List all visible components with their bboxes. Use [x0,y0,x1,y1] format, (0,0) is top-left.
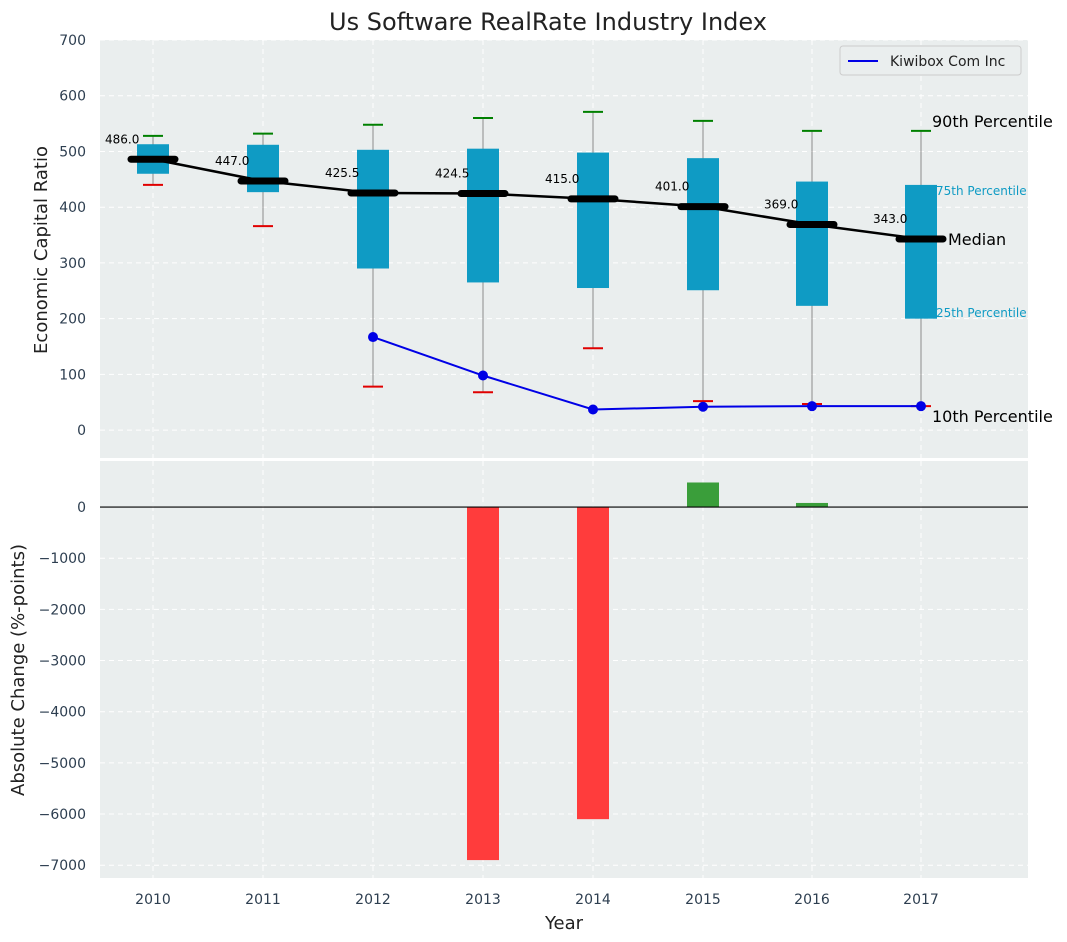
x-tick-label: 2016 [794,892,830,908]
annotation-10th-percentile: 10th Percentile [932,407,1053,426]
median-value-label: 424.5 [435,167,469,181]
y-axis-title-bottom: Absolute Change (%-points) [8,544,29,796]
annotation-25th-percentile: 25th Percentile [936,306,1027,320]
company-series [368,332,926,415]
company-series-point [368,332,378,343]
company-series-point [916,401,926,412]
annotation-median: Median [948,230,1006,249]
annotation-90th-percentile: 90th Percentile [932,112,1053,131]
change-bar [687,482,719,508]
y-tick-label-bottom: −5000 [39,756,86,772]
y-tick-label-top: 200 [59,312,86,328]
company-series-point [588,404,598,415]
y-tick-label-bottom: −6000 [39,807,86,823]
change-bar-panel: 0 −1000 −2000 −3000 −4000 −5000 −6000 −7000 201… [8,461,1028,934]
y-tick-label-top: 700 [59,33,86,49]
box-iqr [577,152,609,289]
median-trend: 486.0 447.0 425.5 424.5 415.0 401.0 369.0 343.0 [105,132,947,243]
box-iqr [905,184,937,319]
box-iqr [687,158,719,291]
percentile-annotations: 90th Percentile 75th Percentile Median 2… [932,112,1053,426]
legend-label: Kiwibox Com Inc [890,54,1005,70]
y-tick-label-top: 100 [59,367,86,383]
median-value-label: 486.0 [105,132,139,146]
median-value-label: 401.0 [655,180,689,194]
change-bar [796,502,828,508]
x-tick-label: 2017 [903,892,939,908]
bar-y-ticks: 0 −1000 −2000 −3000 −4000 −5000 −6000 −7000 [39,500,86,874]
median-value-label: 369.0 [764,197,798,211]
x-tick-label: 2010 [135,892,171,908]
chart-title: Us Software RealRate Industry Index [329,8,767,36]
boxplot-y-ticks: 0 100 200 300 400 500 600 700 [59,33,86,439]
y-tick-label-bottom: −4000 [39,705,86,721]
company-series-point [698,401,708,412]
x-tick-label: 2014 [575,892,611,908]
legend-box [839,45,1022,76]
boxplot-plot-area [100,40,1028,458]
change-bar [467,507,499,861]
y-tick-label-bottom: −2000 [39,602,86,618]
x-tick-label: 2013 [465,892,501,908]
y-tick-label-top: 0 [77,423,86,439]
y-tick-label-top: 500 [59,144,86,160]
y-tick-label-top: 300 [59,256,86,272]
bar-plot-area [100,461,1028,878]
y-tick-label-bottom: 0 [77,500,86,516]
median-value-label: 447.0 [215,154,249,168]
median-value-label: 343.0 [873,212,907,226]
y-tick-label-bottom: −7000 [39,858,86,874]
annotation-75th-percentile: 75th Percentile [936,184,1027,198]
y-tick-label-top: 400 [59,200,86,216]
legend: Kiwibox Com Inc [839,45,1022,76]
y-tick-label-bottom: −3000 [39,654,86,670]
boxplot-boxes [137,110,937,408]
box-iqr [247,144,279,193]
median-value-label: 415.0 [545,172,579,186]
median-value-label: 425.5 [325,166,359,180]
y-tick-label-bottom: −1000 [39,551,86,567]
box-iqr [467,148,499,283]
box-iqr [796,181,828,306]
change-bars [467,482,828,861]
company-series-line [372,336,921,411]
boxplot-panel: 0 100 200 300 400 500 600 700 486.0 447.0 425.5 42… [31,33,1053,458]
x-tick-label: 2012 [355,892,391,908]
x-ticks: 2010 2011 2012 2013 2014 2015 2016 2017 [135,892,939,908]
change-bar [577,507,609,820]
x-axis-title: Year [544,913,584,934]
y-axis-title-top: Economic Capital Ratio [31,146,52,354]
x-tick-label: 2011 [245,892,281,908]
y-tick-label-top: 600 [59,89,86,105]
box-iqr [357,149,389,269]
x-tick-label: 2015 [685,892,721,908]
company-series-point [478,370,488,381]
company-series-point [807,401,817,412]
